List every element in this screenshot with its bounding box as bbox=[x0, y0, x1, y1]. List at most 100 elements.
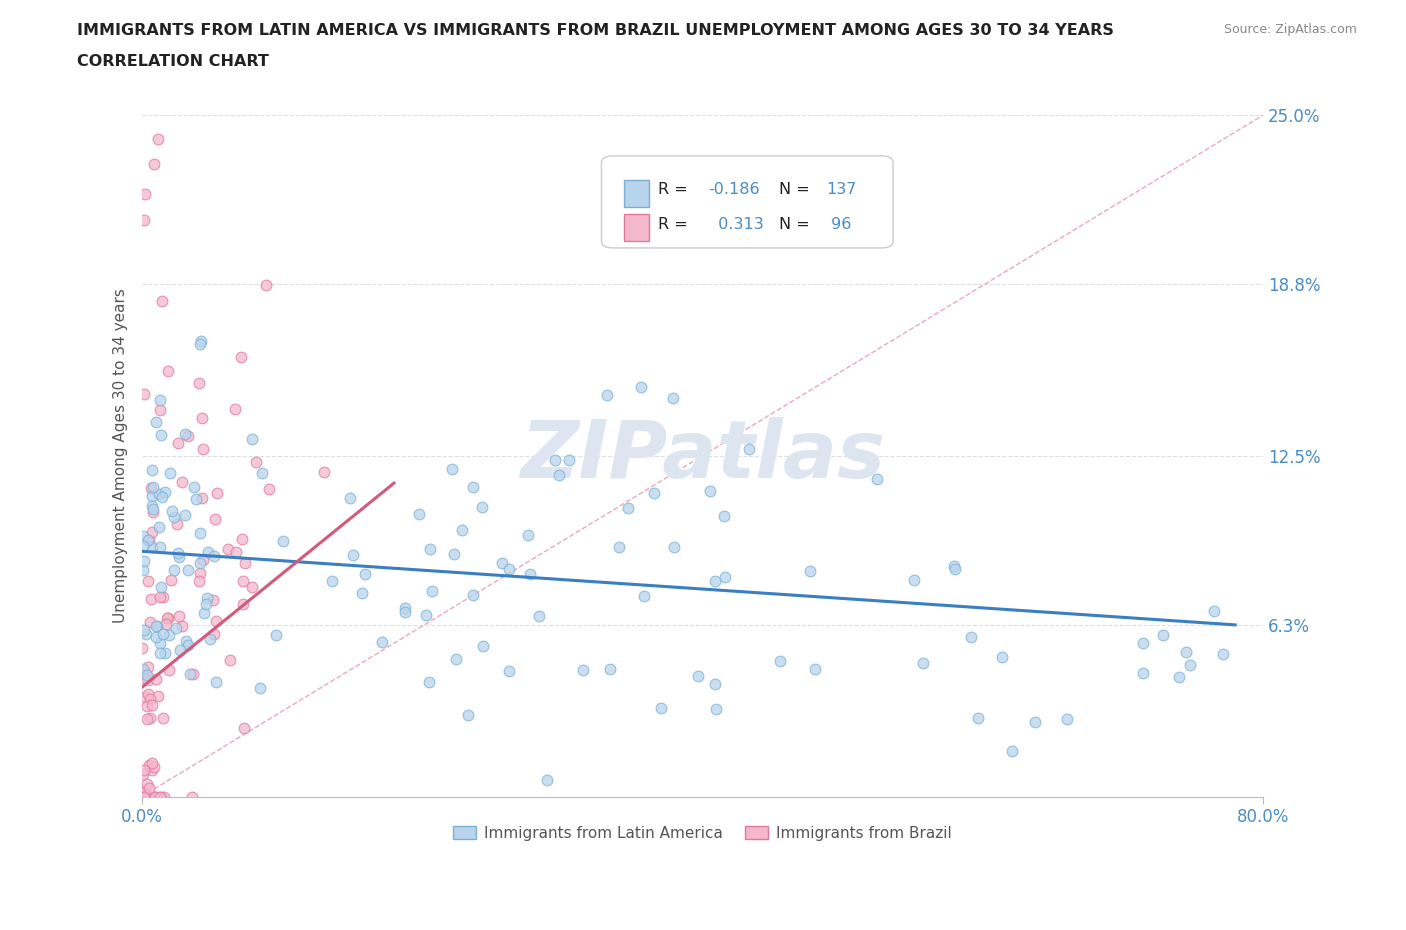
Point bbox=[153, 485, 176, 499]
Text: -0.186: -0.186 bbox=[709, 182, 759, 197]
Point bbox=[149, 392, 172, 407]
Point bbox=[1132, 665, 1154, 680]
Point bbox=[155, 645, 177, 660]
Point bbox=[157, 662, 180, 677]
Point bbox=[145, 618, 167, 633]
Point bbox=[737, 442, 759, 457]
Point bbox=[134, 186, 156, 201]
Point bbox=[571, 662, 593, 677]
Point bbox=[353, 566, 375, 581]
Point bbox=[250, 465, 273, 480]
Point bbox=[149, 589, 172, 604]
FancyBboxPatch shape bbox=[624, 180, 648, 206]
Point bbox=[163, 563, 186, 578]
Point bbox=[136, 777, 159, 791]
Point bbox=[166, 516, 188, 531]
Point bbox=[149, 790, 172, 804]
Point bbox=[131, 563, 153, 578]
Point bbox=[179, 667, 201, 682]
Point bbox=[1132, 635, 1154, 650]
Point bbox=[172, 474, 194, 489]
Point bbox=[141, 462, 163, 477]
Point bbox=[167, 436, 190, 451]
Point bbox=[233, 555, 256, 570]
Text: IMMIGRANTS FROM LATIN AMERICA VS IMMIGRANTS FROM BRAZIL UNEMPLOYMENT AMONG AGES : IMMIGRANTS FROM LATIN AMERICA VS IMMIGRA… bbox=[77, 23, 1114, 38]
Point bbox=[1204, 604, 1226, 618]
Point bbox=[799, 563, 821, 578]
Point bbox=[188, 526, 211, 541]
Point bbox=[202, 549, 225, 564]
Point bbox=[131, 790, 153, 804]
Point bbox=[202, 626, 225, 641]
Point bbox=[664, 539, 686, 554]
Point bbox=[138, 781, 160, 796]
Point bbox=[471, 500, 494, 515]
Point bbox=[139, 591, 162, 606]
Point bbox=[231, 531, 253, 546]
Point bbox=[152, 590, 174, 604]
Point bbox=[188, 574, 211, 589]
Point bbox=[136, 790, 159, 804]
Point bbox=[180, 790, 202, 804]
Point bbox=[233, 720, 256, 735]
Point bbox=[132, 538, 155, 553]
Point bbox=[145, 790, 167, 804]
Point bbox=[177, 563, 200, 578]
Point bbox=[191, 490, 214, 505]
Point bbox=[141, 698, 163, 712]
Point bbox=[703, 677, 725, 692]
Point bbox=[132, 786, 155, 801]
Point bbox=[148, 645, 170, 660]
Point bbox=[142, 157, 165, 172]
Point bbox=[548, 468, 571, 483]
Point bbox=[134, 212, 156, 227]
Point bbox=[152, 790, 174, 804]
Point bbox=[166, 546, 188, 561]
Point bbox=[148, 688, 170, 703]
Point bbox=[132, 528, 155, 543]
Point bbox=[371, 634, 394, 649]
Point bbox=[190, 337, 212, 352]
Point bbox=[136, 659, 159, 674]
Point bbox=[461, 588, 484, 603]
Point bbox=[159, 573, 181, 588]
Text: 0.313: 0.313 bbox=[709, 217, 763, 232]
Point bbox=[1174, 644, 1197, 659]
Point bbox=[132, 790, 155, 804]
Point bbox=[245, 455, 267, 470]
Point bbox=[443, 547, 465, 562]
Point bbox=[205, 674, 228, 689]
Point bbox=[134, 626, 156, 641]
Point bbox=[141, 540, 163, 555]
Point bbox=[142, 501, 165, 516]
Point bbox=[132, 767, 155, 782]
Point bbox=[768, 654, 790, 669]
Point bbox=[163, 510, 186, 525]
Point bbox=[186, 491, 208, 506]
Point bbox=[714, 570, 737, 585]
Point bbox=[157, 627, 180, 642]
Point bbox=[177, 429, 200, 444]
Point bbox=[967, 711, 990, 725]
Legend: Immigrants from Latin America, Immigrants from Brazil: Immigrants from Latin America, Immigrant… bbox=[447, 819, 957, 847]
Point bbox=[148, 636, 170, 651]
Point bbox=[991, 649, 1014, 664]
Point bbox=[136, 672, 159, 687]
Point bbox=[945, 562, 967, 577]
Point bbox=[650, 700, 672, 715]
Point bbox=[188, 376, 211, 391]
Text: ZIPatlas: ZIPatlas bbox=[520, 417, 884, 495]
Point bbox=[174, 634, 197, 649]
Point bbox=[229, 350, 252, 365]
Point bbox=[152, 711, 174, 725]
Point bbox=[314, 464, 336, 479]
Point bbox=[142, 505, 165, 520]
FancyBboxPatch shape bbox=[602, 156, 893, 248]
Point bbox=[422, 584, 444, 599]
Point bbox=[145, 630, 167, 644]
Point bbox=[912, 656, 935, 671]
Point bbox=[167, 608, 190, 623]
Point bbox=[143, 760, 166, 775]
Point bbox=[225, 544, 247, 559]
Point bbox=[134, 763, 156, 777]
